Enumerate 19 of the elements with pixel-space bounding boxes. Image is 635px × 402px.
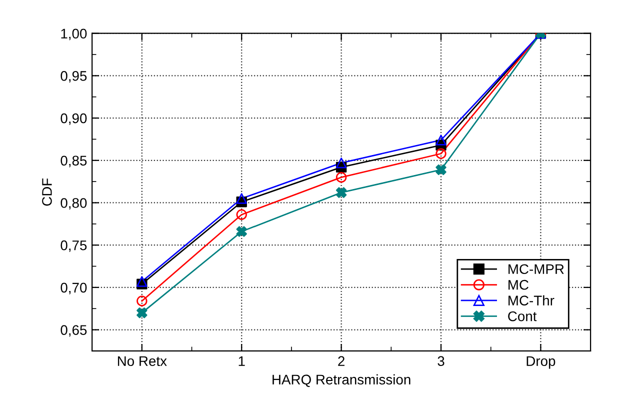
legend-label: MC: [508, 280, 528, 290]
legend-label: MC-Thr: [508, 295, 554, 306]
y-tick-label: 1,00: [61, 28, 87, 40]
legend-label: Cont: [508, 311, 537, 322]
y-tick-label: 0,95: [60, 71, 87, 83]
y-tick-label: 0,85: [60, 156, 87, 168]
y-tick-label: 0,90: [60, 113, 87, 125]
y-tick-label: 0,65: [60, 325, 87, 337]
x-tick-label: 1: [238, 356, 245, 366]
legend-label: MC-MPR: [508, 264, 564, 274]
y-tick-label: 0,75: [60, 240, 87, 252]
y-tick-label: 0,70: [60, 282, 87, 294]
x-tick-label: 2: [338, 356, 344, 366]
x-tick-label: 3: [438, 356, 444, 366]
y-axis-title: CDF: [42, 178, 52, 206]
x-tick-label: Drop: [526, 356, 556, 369]
x-tick-label: No Retx: [118, 356, 167, 366]
y-tick-label: 0,80: [60, 198, 87, 210]
x-axis-title: HARQ Retransmission: [272, 374, 410, 387]
